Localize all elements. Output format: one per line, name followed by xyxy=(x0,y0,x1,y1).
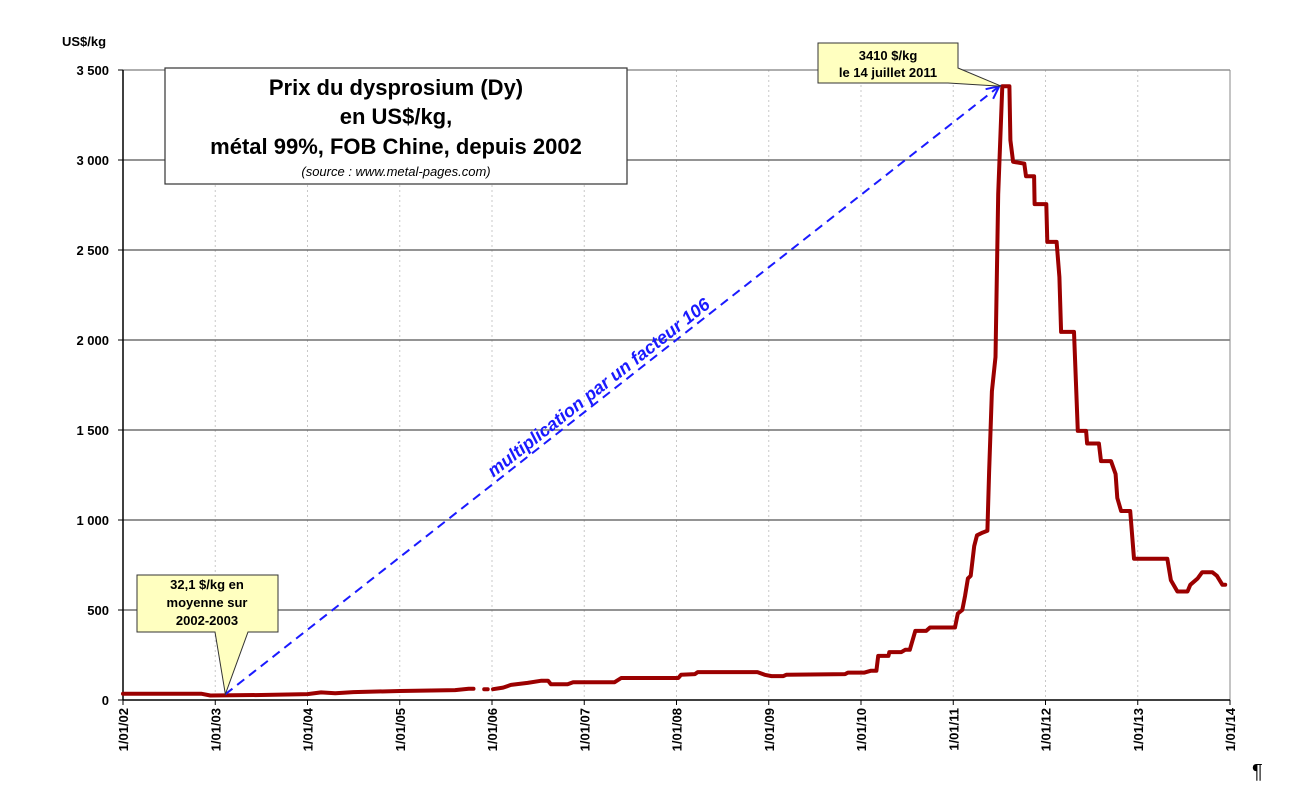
low-callout: 32,1 $/kg en moyenne sur 2002-2003 xyxy=(136,574,279,697)
y-tick-label: 2 000 xyxy=(76,333,109,348)
x-tick-label: 1/01/14 xyxy=(1223,707,1238,751)
peak-callout-line-2: le 14 juillet 2011 xyxy=(839,65,937,80)
peak-callout-line-1: 3410 $/kg xyxy=(859,48,918,63)
x-axis: 1/01/02 1/01/03 1/01/04 1/01/05 1/01/06 1/01/… xyxy=(116,699,1238,751)
series xyxy=(121,84,1228,698)
source-note: (source : www.metal-pages.com) xyxy=(301,164,490,179)
low-callout-line-1: 32,1 $/kg en xyxy=(170,577,244,592)
y-axis: 0 500 1 000 1 500 2 000 2 500 3 000 3 500 xyxy=(76,63,124,708)
title-line-1: Prix du dysprosium (Dy) xyxy=(269,75,523,100)
low-callout-line-2: moyenne sur xyxy=(167,595,248,610)
y-tick-label: 1 000 xyxy=(76,513,109,528)
peak-callout: 3410 $/kg le 14 juillet 2011 xyxy=(817,42,1002,87)
title-box: Prix du dysprosium (Dy) en US$/kg, métal… xyxy=(164,67,628,185)
grid xyxy=(123,69,1231,700)
x-tick-label: 1/01/02 xyxy=(116,708,131,751)
pilcrow-mark: ¶ xyxy=(1252,761,1263,783)
y-tick-label: 500 xyxy=(87,603,109,618)
x-tick-label: 1/01/03 xyxy=(208,708,223,751)
y-tick-label: 0 xyxy=(102,693,109,708)
y-tick-label: 2 500 xyxy=(76,243,109,258)
x-tick-label: 1/01/05 xyxy=(393,708,408,751)
x-tick-label: 1/01/06 xyxy=(485,708,500,751)
y-axis-label: US$/kg xyxy=(62,34,106,49)
x-tick-label: 1/01/09 xyxy=(762,708,777,751)
low-callout-line-3: 2002-2003 xyxy=(176,613,238,628)
y-tick-label: 3 000 xyxy=(76,153,109,168)
x-tick-label: 1/01/10 xyxy=(854,708,869,751)
price-line xyxy=(121,686,476,698)
x-tick-label: 1/01/04 xyxy=(301,707,316,751)
y-tick-label: 3 500 xyxy=(76,63,109,78)
price-line xyxy=(491,84,1228,692)
x-tick-label: 1/01/11 xyxy=(946,708,961,751)
x-tick-label: 1/01/08 xyxy=(670,708,685,751)
y-tick-label: 1 500 xyxy=(76,423,109,438)
x-tick-label: 1/01/07 xyxy=(577,708,592,751)
x-tick-label: 1/01/12 xyxy=(1039,708,1054,751)
title-line-2: en US$/kg, xyxy=(340,104,452,129)
title-line-3: métal 99%, FOB Chine, depuis 2002 xyxy=(210,134,582,159)
arrow-label: multiplication par un facteur 106 xyxy=(484,293,715,480)
x-tick-label: 1/01/13 xyxy=(1131,708,1146,751)
